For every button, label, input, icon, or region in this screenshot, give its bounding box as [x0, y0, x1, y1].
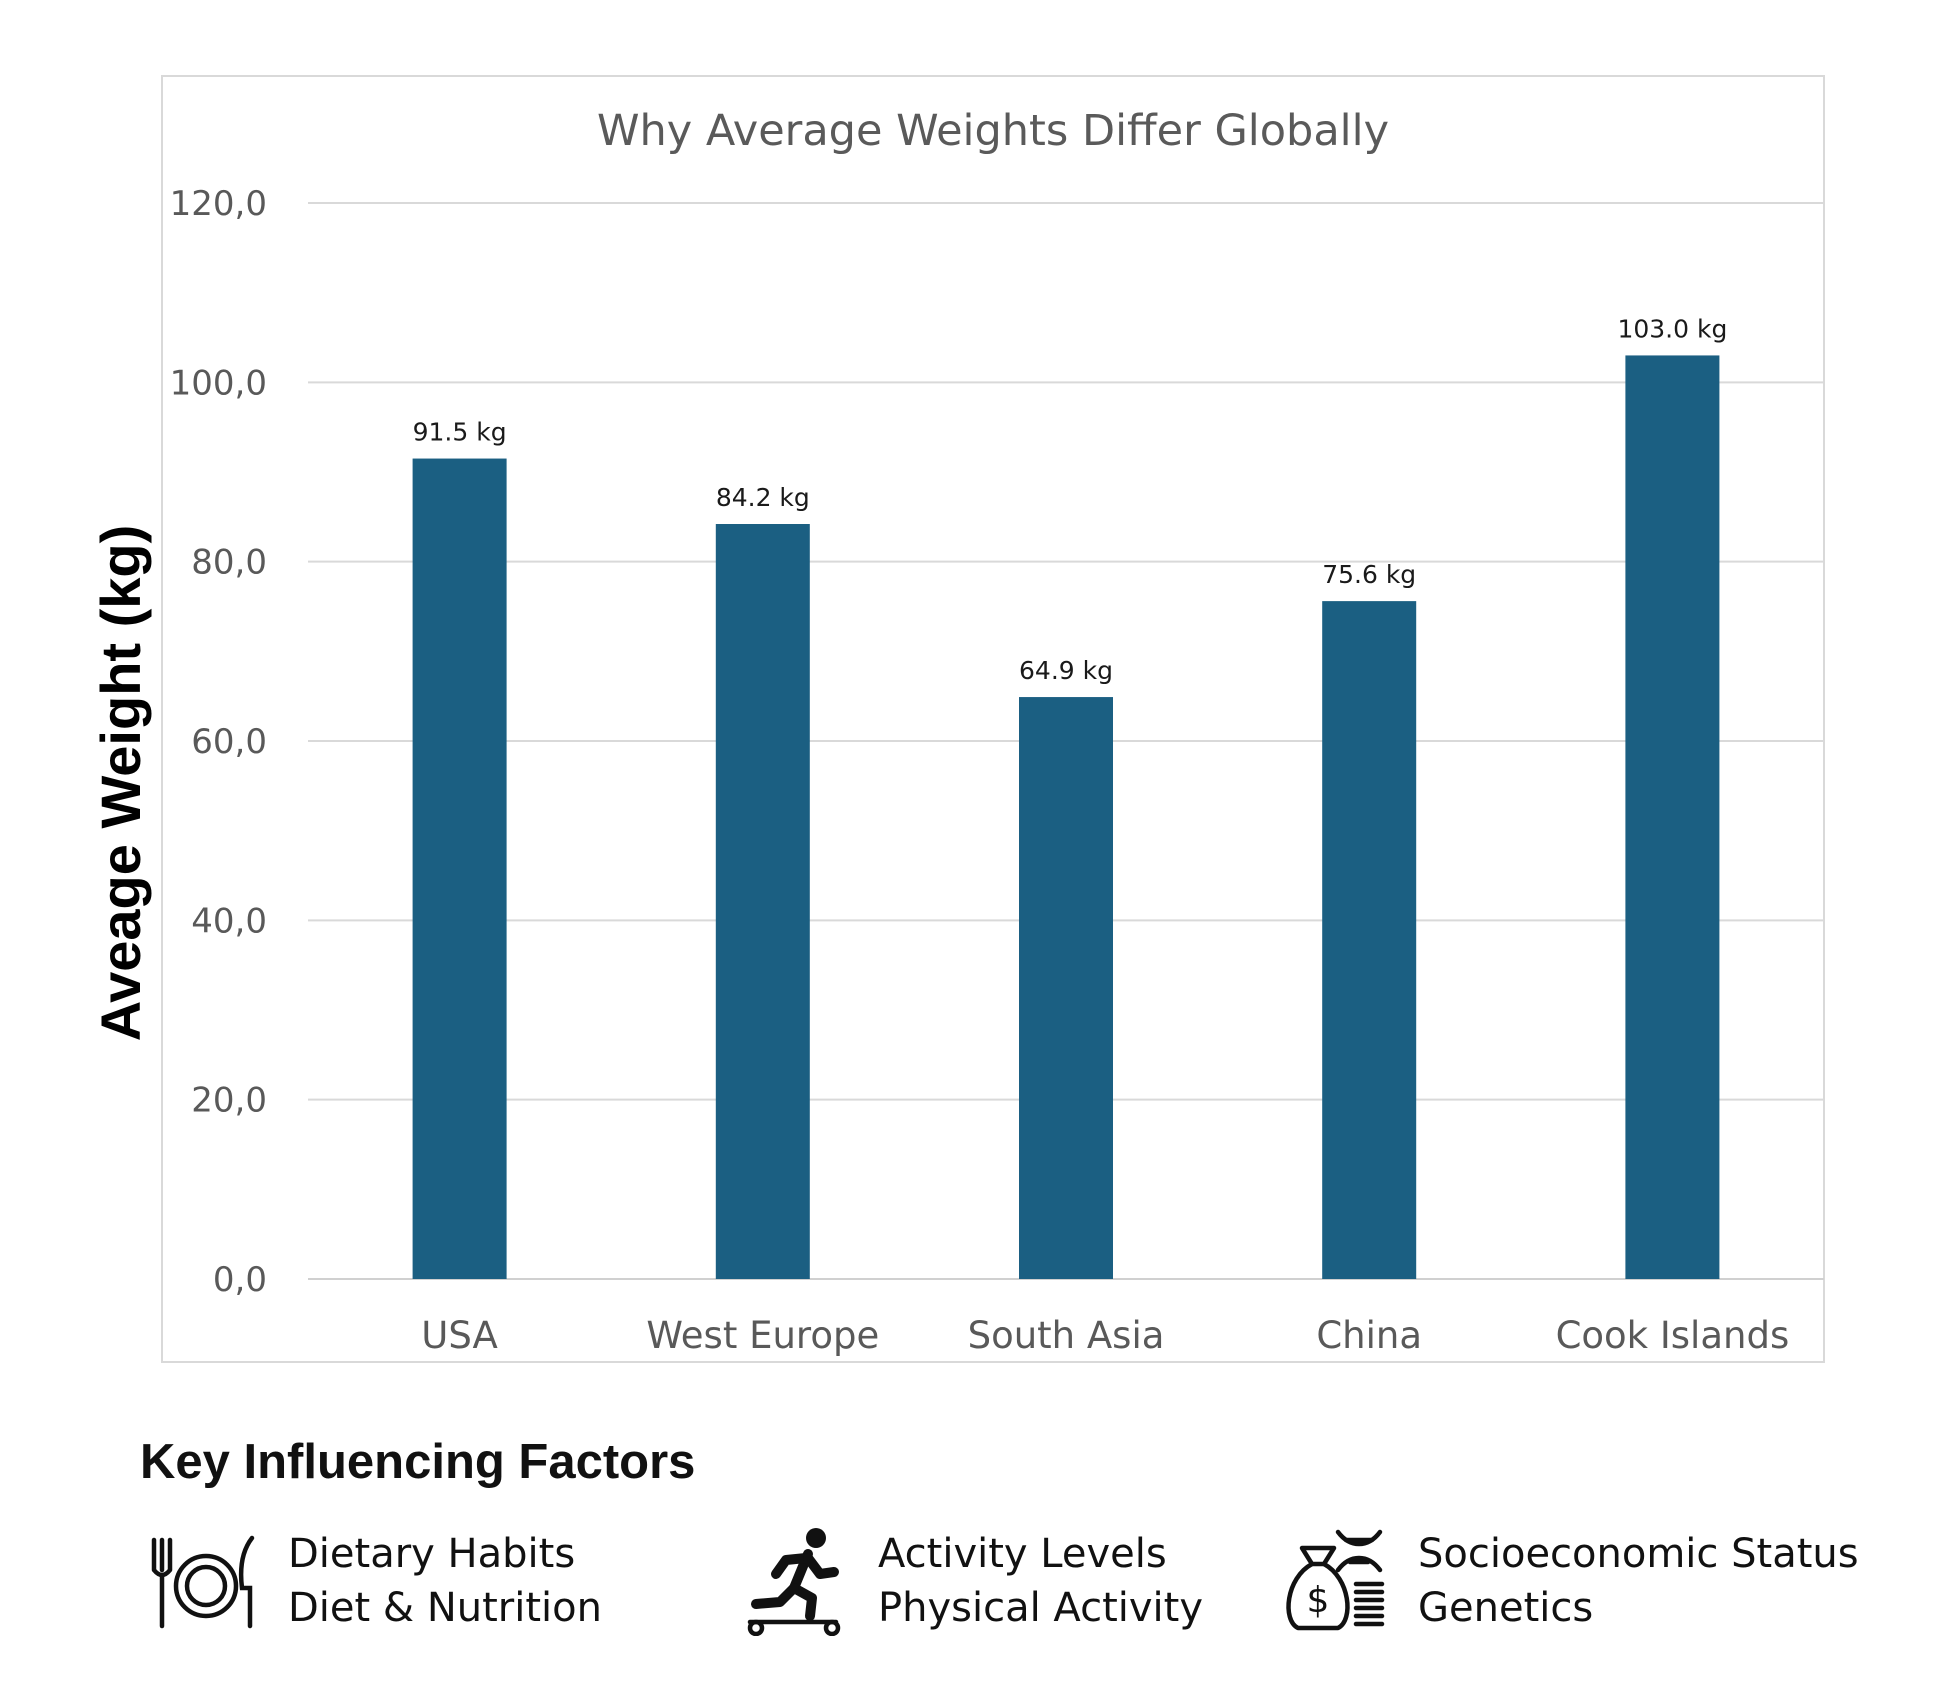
- x-axis-categories: USA West Europe South Asia China Cook Island…: [421, 1314, 1789, 1357]
- factor-diet-subtitle: Diet & Nutrition: [288, 1585, 602, 1631]
- x-category-label: West Europe: [646, 1314, 879, 1357]
- bar: [1019, 697, 1113, 1279]
- factor-activity-subtitle: Physical Activity: [878, 1585, 1204, 1631]
- bar: [412, 458, 507, 1279]
- data-label: 84.2 kg: [716, 483, 810, 512]
- plate-fork-knife-icon: [151, 1535, 255, 1629]
- chart-title: Why Average Weights Differ Globally: [597, 106, 1389, 156]
- data-labels: 91.5 kg 84.2 kg 64.9 kg 75.6 kg 103.0 kg: [413, 314, 1728, 685]
- data-label: 103.0 kg: [1617, 314, 1727, 343]
- factor-activity: Activity Levels Physical Activity: [736, 1526, 1203, 1636]
- factor-genetics-subtitle: Genetics: [1418, 1585, 1594, 1631]
- y-tick-label: 0,0: [213, 1260, 267, 1300]
- chart-frame: [161, 75, 1825, 1363]
- factor-diet-title: Dietary Habits: [288, 1531, 576, 1577]
- y-tick-label: 40,0: [191, 901, 267, 941]
- factor-diet: Dietary Habits Diet & Nutrition: [146, 1526, 602, 1636]
- money-bag-dna-icon: $: [1286, 1529, 1385, 1631]
- key-factors-heading: Key Influencing Factors: [140, 1435, 696, 1489]
- data-label: 75.6 kg: [1322, 560, 1416, 589]
- bar: [1625, 355, 1720, 1279]
- x-category-label: USA: [421, 1314, 498, 1357]
- data-label: 64.9 kg: [1019, 656, 1113, 685]
- y-tick-label: 60,0: [191, 722, 267, 762]
- y-tick-label: 80,0: [191, 543, 267, 583]
- x-category-label: Cook Islands: [1556, 1314, 1790, 1357]
- x-category-label: South Asia: [968, 1314, 1165, 1357]
- running-person-icon: [747, 1528, 841, 1636]
- bars: [412, 355, 1720, 1279]
- factor-socioeconomic: $ Socioeconomic Status Genetics: [1276, 1526, 1859, 1636]
- y-tick-label: 120,0: [170, 184, 267, 224]
- factor-activity-title: Activity Levels: [878, 1531, 1167, 1577]
- bar: [1322, 601, 1417, 1279]
- y-axis-ticks: 0,0 20,0 40,0 60,0 80,0 100,0 120,0: [170, 184, 267, 1300]
- x-category-label: China: [1316, 1314, 1422, 1357]
- bar: [715, 524, 810, 1279]
- y-axis-title: Aveage Weight (kg): [89, 525, 152, 1042]
- y-tick-label: 100,0: [170, 363, 267, 403]
- data-label: 91.5 kg: [413, 418, 507, 447]
- svg-text:$: $: [1307, 1580, 1330, 1621]
- y-tick-label: 20,0: [191, 1081, 267, 1121]
- key-factors-section: Key Influencing Factors Dietary Habits D…: [140, 1435, 1859, 1636]
- factor-socioeconomic-title: Socioeconomic Status: [1418, 1531, 1859, 1577]
